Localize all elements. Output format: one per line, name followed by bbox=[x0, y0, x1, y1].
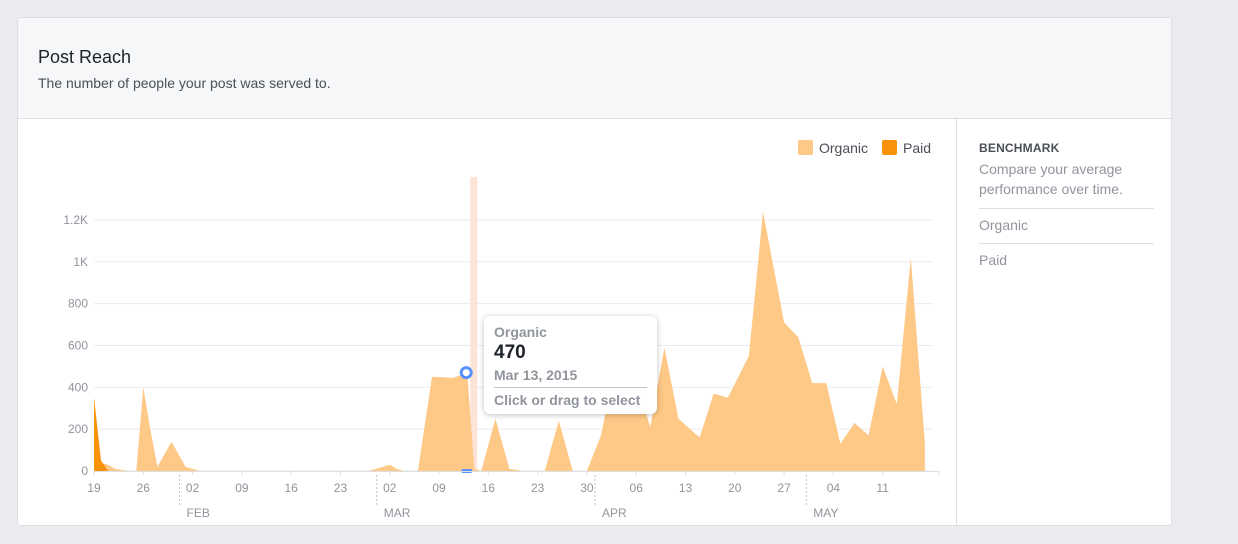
tooltip-hint: Click or drag to select bbox=[494, 392, 641, 408]
chart-area[interactable]: 0 200 400 600 800 1K 1.2K 19 26 02 09 16 23 02 09 16 23 3… bbox=[18, 119, 956, 526]
chart-tooltip: Organic 470 Mar 13, 2015 Click or drag t… bbox=[484, 316, 657, 414]
benchmark-panel: BENCHMARK Compare your average performan… bbox=[956, 119, 1171, 525]
highlight-point bbox=[459, 366, 473, 380]
legend-label-paid: Paid bbox=[903, 140, 931, 156]
tooltip-series: Organic bbox=[494, 324, 547, 340]
x-tick-label: 06 bbox=[630, 481, 644, 495]
x-tick-label: 09 bbox=[432, 481, 446, 495]
x-tick-label: 27 bbox=[777, 481, 791, 495]
card-subtitle: The number of people your post was serve… bbox=[38, 75, 331, 91]
x-tick-label: 13 bbox=[679, 481, 693, 495]
x-tick-label: 16 bbox=[482, 481, 496, 495]
x-tick-label: 09 bbox=[235, 481, 249, 495]
benchmark-item-paid[interactable]: Paid bbox=[979, 243, 1154, 268]
month-label: MAY bbox=[813, 506, 838, 520]
y-tick-label: 1K bbox=[73, 255, 88, 269]
hover-band bbox=[470, 177, 478, 471]
y-tick-label: 800 bbox=[68, 297, 88, 311]
benchmark-item-organic[interactable]: Organic bbox=[979, 208, 1154, 233]
x-tick-label: 11 bbox=[876, 481, 889, 495]
x-tick-label: 26 bbox=[137, 481, 151, 495]
y-tick-label: 1.2K bbox=[63, 213, 88, 227]
x-tick-label: 04 bbox=[827, 481, 841, 495]
tooltip-date: Mar 13, 2015 bbox=[494, 367, 647, 388]
month-label: APR bbox=[602, 506, 627, 520]
series-area-organic bbox=[94, 211, 925, 471]
x-tick-label: 23 bbox=[531, 481, 545, 495]
post-reach-card: Post Reach The number of people your pos… bbox=[17, 17, 1172, 526]
x-tick-label: 23 bbox=[334, 481, 348, 495]
y-tick-label: 600 bbox=[68, 338, 88, 352]
month-label: MAR bbox=[384, 506, 411, 520]
y-tick-label: 0 bbox=[81, 464, 88, 478]
x-tick-label: 30 bbox=[580, 481, 594, 495]
benchmark-description: Compare your average performance over ti… bbox=[979, 161, 1123, 197]
tooltip-value: 470 bbox=[494, 342, 526, 363]
x-tick-label: 19 bbox=[87, 481, 101, 495]
reach-chart[interactable]: 0 200 400 600 800 1K 1.2K 19 26 02 09 16 23 02 09 16 23 3… bbox=[18, 119, 956, 526]
card-header: Post Reach The number of people your pos… bbox=[18, 18, 1171, 119]
x-tick-label: 02 bbox=[186, 481, 200, 495]
x-tick-label: 02 bbox=[383, 481, 397, 495]
legend-swatch-paid bbox=[882, 140, 897, 155]
y-tick-label: 200 bbox=[68, 422, 88, 436]
card-title: Post Reach bbox=[38, 47, 132, 67]
x-tick-label: 16 bbox=[284, 481, 298, 495]
benchmark-title: BENCHMARK bbox=[979, 141, 1060, 155]
y-tick-label: 400 bbox=[68, 380, 88, 394]
legend-label-organic: Organic bbox=[819, 140, 868, 156]
legend-swatch-organic bbox=[798, 140, 813, 155]
series-area-paid bbox=[94, 397, 109, 471]
month-label: FEB bbox=[187, 506, 210, 520]
x-tick-label: 20 bbox=[728, 481, 742, 495]
